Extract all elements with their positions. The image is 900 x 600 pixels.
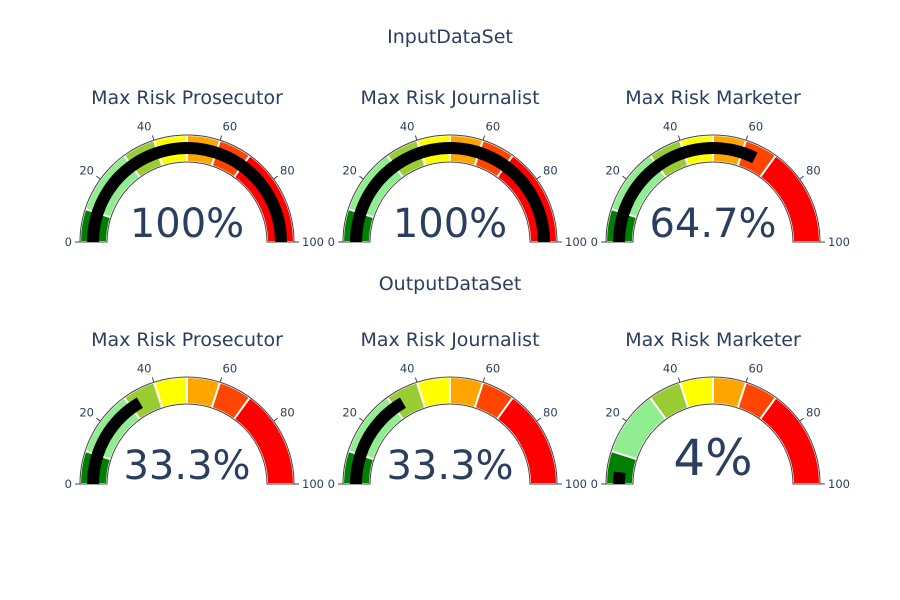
gauge-value-bar — [613, 142, 758, 242]
gauge-tick-label: 40 — [663, 362, 678, 376]
gauge-title: Max Risk Marketer — [625, 329, 801, 351]
gauge-tick-label: 0 — [65, 235, 72, 249]
gauge-value-bar — [87, 397, 143, 484]
gauge-value-bar — [613, 471, 626, 484]
gauge-tick — [677, 377, 681, 383]
gauge-tick-label: 20 — [79, 163, 94, 177]
gauge-tick-label: 40 — [137, 362, 152, 376]
gauge-value-label: 64.7% — [649, 201, 776, 247]
gauge-border — [605, 376, 821, 485]
gauge-tick-label: 100 — [302, 477, 324, 491]
gauge-max-risk-prosecutor: Max Risk Prosecutor 0 20 40 60 80 100 100% — [65, 87, 324, 249]
gauge-max-risk-marketer: Max Risk Marketer 0 20 40 60 80 100 64.7% — [591, 87, 850, 249]
gauge-tick — [273, 417, 278, 422]
gauge-border — [342, 134, 558, 243]
gauge-value-label: 100% — [393, 201, 507, 247]
gauge-max-risk-marketer: Max Risk Marketer 0 20 40 60 80 100 4% — [591, 329, 850, 491]
gauge-title: Max Risk Marketer — [625, 87, 801, 109]
gauge-tick-label: 60 — [749, 362, 764, 376]
gauge-tick — [359, 417, 364, 422]
section-title: OutputDataSet — [379, 273, 522, 295]
gauge-border — [79, 134, 295, 243]
gauge-tick-label: 40 — [400, 362, 415, 376]
gauge-tick — [677, 135, 681, 141]
gauge-tick — [414, 377, 418, 383]
gauge-value-bar — [350, 397, 406, 484]
gauge-max-risk-prosecutor: Max Risk Prosecutor 0 20 40 60 80 100 33.3% — [65, 329, 324, 491]
gauge-tick-label: 100 — [565, 235, 587, 249]
gauge-tick — [151, 377, 155, 383]
gauge-tick-label: 20 — [605, 405, 620, 419]
gauge-border — [342, 376, 558, 485]
gauge-border — [79, 376, 295, 485]
gauge-tick — [745, 135, 749, 141]
gauge-tick-label: 20 — [79, 405, 94, 419]
gauge-tick-label: 80 — [280, 163, 295, 177]
gauge-max-risk-journalist: Max Risk Journalist 0 20 40 60 80 100 33.3% — [328, 329, 587, 491]
gauge-tick-label: 80 — [543, 405, 558, 419]
gauge-tick-label: 100 — [565, 477, 587, 491]
gauge-tick-label: 80 — [806, 163, 821, 177]
gauge-tick-label: 60 — [486, 362, 501, 376]
gauge-tick-label: 0 — [591, 477, 598, 491]
gauge-value-bar — [350, 142, 550, 242]
gauge-tick — [745, 377, 749, 383]
gauge-title: Max Risk Journalist — [360, 87, 539, 109]
gauge-tick — [799, 175, 804, 180]
gauge-tick-label: 0 — [65, 477, 72, 491]
gauge-tick-label: 80 — [280, 405, 295, 419]
gauge-tick-label: 60 — [749, 120, 764, 134]
gauge-tick — [536, 175, 541, 180]
section-outputdataset: OutputDataSet Max Risk Prosecutor 0 20 40 60 8… — [65, 273, 850, 491]
gauge-tick — [96, 417, 101, 422]
gauge-tick-label: 0 — [328, 477, 335, 491]
gauge-title: Max Risk Journalist — [360, 329, 539, 351]
gauge-tick-label: 80 — [543, 163, 558, 177]
gauge-tick-label: 100 — [828, 235, 850, 249]
gauge-tick — [414, 135, 418, 141]
section-inputdataset: InputDataSet Max Risk Prosecutor 0 20 40 60 80… — [65, 26, 850, 249]
gauge-tick-label: 60 — [486, 120, 501, 134]
gauge-tick-label: 0 — [328, 235, 335, 249]
gauge-tick — [273, 175, 278, 180]
gauge-tick-label: 40 — [137, 120, 152, 134]
gauge-tick — [151, 135, 155, 141]
gauge-tick-label: 100 — [828, 477, 850, 491]
gauge-tick — [482, 135, 486, 141]
gauge-tick-label: 60 — [223, 120, 238, 134]
gauge-tick — [482, 377, 486, 383]
gauge-tick-label: 40 — [663, 120, 678, 134]
gauge-value-label: 33.3% — [386, 443, 513, 489]
gauge-tick — [219, 377, 223, 383]
gauge-tick — [622, 175, 627, 180]
gauge-value-label: 100% — [130, 201, 244, 247]
gauge-tick-label: 40 — [400, 120, 415, 134]
gauge-tick — [219, 135, 223, 141]
gauge-border — [605, 134, 821, 243]
gauge-tick-label: 60 — [223, 362, 238, 376]
gauge-tick — [799, 417, 804, 422]
gauge-value-bar — [87, 142, 287, 242]
gauge-tick — [359, 175, 364, 180]
gauge-title: Max Risk Prosecutor — [91, 329, 283, 351]
gauge-tick-label: 0 — [591, 235, 598, 249]
gauge-title: Max Risk Prosecutor — [91, 87, 283, 109]
gauge-tick-label: 20 — [605, 163, 620, 177]
gauge-tick-label: 20 — [342, 405, 357, 419]
gauge-tick — [96, 175, 101, 180]
gauge-tick-label: 100 — [302, 235, 324, 249]
gauge-max-risk-journalist: Max Risk Journalist 0 20 40 60 80 100 100% — [328, 87, 587, 249]
gauge-tick-label: 80 — [806, 405, 821, 419]
gauge-value-label: 33.3% — [123, 443, 250, 489]
gauge-value-label: 4% — [673, 429, 752, 487]
gauge-tick — [536, 417, 541, 422]
section-title: InputDataSet — [387, 26, 513, 48]
gauge-tick-label: 20 — [342, 163, 357, 177]
gauge-tick — [622, 417, 627, 422]
